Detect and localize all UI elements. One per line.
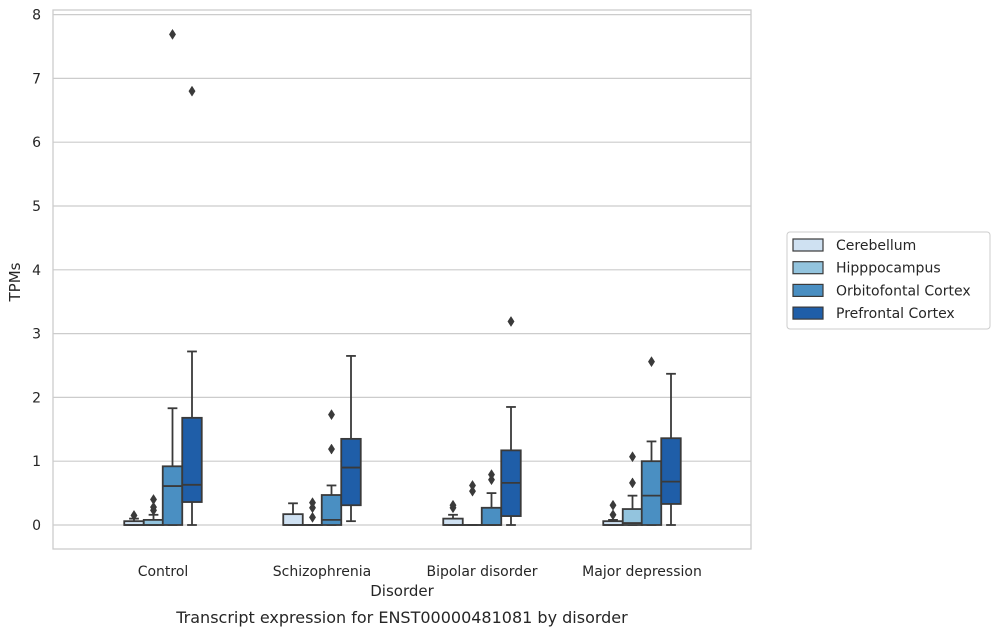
legend-label: Orbitofontal Cortex: [836, 283, 971, 299]
outlier-point: [629, 451, 636, 463]
outlier-point: [188, 85, 196, 97]
outlier-point: [169, 28, 176, 40]
box-1-0: [282, 502, 304, 526]
box-0-3: [181, 85, 203, 526]
legend-swatch: [792, 306, 824, 320]
box-0-2: [161, 28, 184, 526]
legend-label: Prefrontal Cortex: [836, 306, 955, 322]
outlier-point: [309, 511, 316, 523]
outlier-point: [609, 499, 617, 511]
outlier-point: [449, 499, 457, 511]
box-body: [161, 465, 184, 526]
box-body: [282, 513, 304, 526]
box-groups: [123, 28, 682, 526]
box-3-3: [660, 372, 682, 526]
outlier-point: [130, 509, 138, 521]
legend-swatch: [792, 261, 824, 275]
y-tick-label: 0: [32, 518, 41, 534]
outlier-point: [609, 509, 617, 521]
box-body: [442, 517, 464, 526]
y-axis-label: TPMs: [6, 262, 24, 302]
outlier-point: [150, 501, 157, 513]
box-2-0: [442, 499, 464, 526]
box-body: [480, 506, 503, 526]
chart-caption: Transcript expression for ENST0000048108…: [175, 608, 628, 627]
y-tick-labels: 0 1 2 3 4 5 6 7 8: [32, 8, 41, 534]
box-body: [340, 437, 362, 507]
x-tick-label: Control: [138, 564, 189, 580]
box-body: [640, 460, 663, 526]
box-body: [660, 437, 682, 505]
box-1-3: [340, 355, 362, 523]
y-tick-label: 4: [32, 263, 41, 279]
y-tick-label: 7: [32, 71, 41, 87]
outlier-point: [328, 443, 335, 455]
legend-label: Hipppocampus: [836, 261, 941, 277]
outlier-point: [150, 494, 157, 505]
y-tick-label: 8: [32, 8, 41, 24]
plot-frame: [52, 9, 752, 550]
box-2-3: [500, 316, 522, 526]
box-body: [320, 494, 343, 526]
legend-swatch: [792, 283, 824, 297]
x-axis-label: Disorder: [370, 582, 434, 600]
x-tick-label: Major depression: [582, 564, 702, 580]
box-body: [181, 416, 203, 503]
box-1-1: [301, 497, 324, 526]
outlier-point: [648, 356, 655, 368]
box-2-1: [461, 479, 484, 526]
outlier-point: [309, 497, 316, 509]
outlier-point: [488, 469, 495, 481]
outlier-point: [507, 316, 515, 327]
y-tick-label: 6: [32, 135, 41, 151]
legend-label: Cerebellum: [836, 238, 916, 254]
box-1-2: [320, 409, 343, 526]
y-tick-label: 5: [32, 199, 41, 215]
legend: Cerebellum Hipppocampus Orbitofontal Corte…: [786, 231, 991, 330]
outlier-point: [469, 485, 476, 497]
box-0-0: [123, 509, 145, 526]
outlier-point: [328, 409, 335, 421]
x-tick-label: Bipolar disorder: [426, 564, 537, 580]
x-tick-labels: Control Schizophrenia Bipolar disorder Majo…: [138, 564, 702, 580]
y-tick-label: 2: [32, 390, 41, 406]
x-tick-label: Schizophrenia: [273, 564, 371, 580]
legend-swatch: [792, 238, 824, 252]
outlier-point: [629, 477, 636, 489]
y-tick-label: 3: [32, 327, 41, 343]
outlier-point: [469, 479, 476, 491]
y-tick-label: 1: [32, 454, 41, 470]
legend-frame: [786, 231, 991, 330]
